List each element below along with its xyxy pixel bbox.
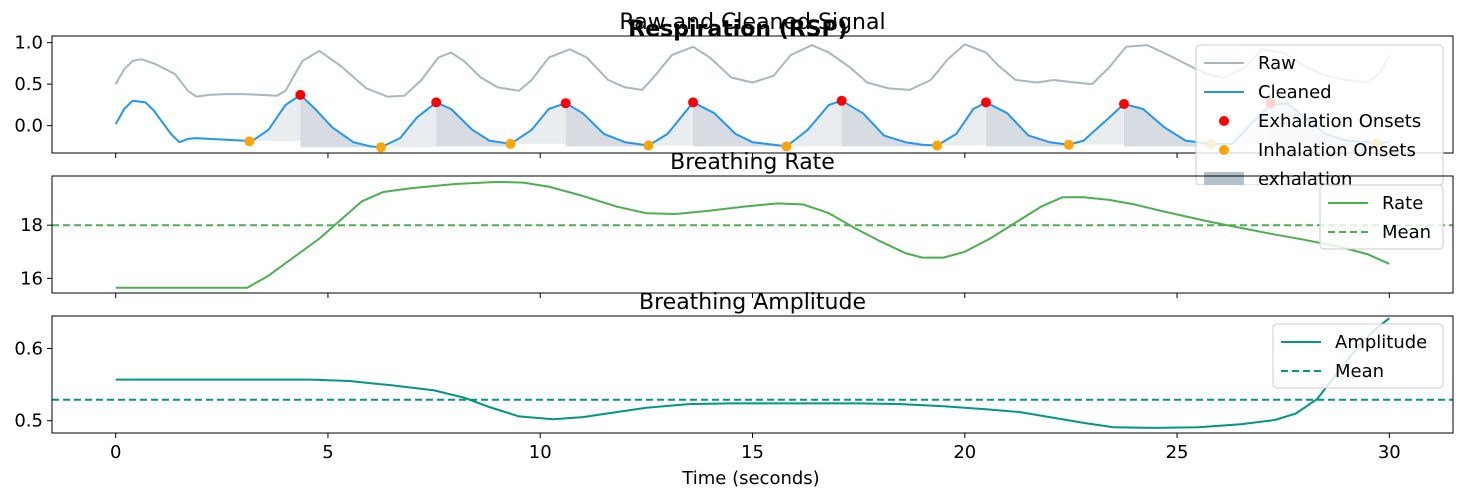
exhalation-onsets-point (836, 95, 847, 106)
legend-label-mean: Mean (1382, 222, 1431, 243)
legend-swatch-inhalation-onsets (1219, 145, 1229, 155)
y-tick-label: 16 (20, 268, 43, 289)
legend: Rate Mean (1319, 184, 1444, 250)
exhalation-region (841, 100, 938, 147)
plot-area (52, 317, 1453, 429)
exhalation-onsets-point (1118, 99, 1129, 110)
y-tick-label: 18 (20, 215, 43, 236)
legend-label-exhalation-onsets: Exhalation Onsets (1258, 111, 1421, 132)
legend-label-raw: Raw (1258, 53, 1296, 74)
legend: Amplitude Mean (1272, 323, 1444, 389)
amplitude-line (115, 317, 1390, 429)
legend-swatch-exhalation-onsets (1219, 116, 1229, 126)
inhalation-region (1068, 104, 1124, 145)
exhalation-region (300, 94, 382, 148)
exhalation-onsets-point (431, 97, 442, 108)
legend-label-amplitude: Amplitude (1335, 332, 1427, 353)
axes-frame (51, 315, 1454, 434)
rate-line (115, 180, 1390, 289)
x-axis-label: Time (seconds) (681, 468, 819, 489)
legend: Raw Cleaned Exhalation Onsets Inhalation On… (1195, 44, 1444, 190)
exhalation-onsets-point (560, 98, 571, 109)
inhalation-onsets-point (505, 138, 516, 149)
panel-title: Breathing Rate (670, 150, 835, 175)
y-tick-label: 0.0 (14, 116, 43, 137)
inhalation-onsets-point (244, 136, 255, 147)
legend-label-inhalation-onsets: Inhalation Onsets (1258, 140, 1416, 161)
x-tick-label: 25 (1166, 442, 1189, 463)
inhalation-onsets-point (376, 142, 387, 153)
inhalation-onsets-point (932, 140, 943, 151)
x-tick-label: 0 (110, 442, 121, 463)
x-tick-label: 5 (322, 442, 333, 463)
exhalation-region (693, 102, 787, 147)
axes-frame (51, 175, 1454, 294)
inhalation-region (249, 94, 301, 142)
y-tick-label: 0.6 (14, 339, 43, 360)
exhalation-onsets-point (981, 97, 991, 108)
x-tick-label: 20 (953, 442, 976, 463)
y-tick-label: 0.5 (14, 411, 43, 432)
raw-line (114, 43, 1391, 98)
legend-label-exhalation: exhalation (1258, 169, 1352, 190)
inhalation-region (648, 102, 694, 146)
x-tick-label: 10 (529, 442, 552, 463)
x-tick-label: 15 (741, 442, 764, 463)
raw-cleaned-signal-panel: 1.0 0.5 0.0 Raw and Cleaned Signal Raw Cleane… (14, 10, 1454, 190)
figure-title: Respiration (RSP) (628, 17, 847, 42)
legend-swatch-exhalation (1204, 172, 1244, 185)
inhalation-onsets-point (781, 141, 792, 152)
exhalation-region (1123, 104, 1212, 147)
inhalation-onsets-point (643, 140, 654, 151)
x-tick-label: 30 (1378, 442, 1401, 463)
legend-label-mean: Mean (1335, 361, 1384, 382)
y-tick-label: 1.0 (14, 33, 43, 54)
exhalation-region (436, 102, 511, 147)
inhalation-region (937, 102, 986, 146)
legend-label-cleaned: Cleaned (1258, 82, 1332, 103)
panel-title: Raw and Cleaned Signal (619, 10, 885, 35)
breathing-rate-panel: 16 18 Breathing Rate Rate Mean (20, 150, 1454, 298)
panel-title: Breathing Amplitude (639, 290, 866, 315)
inhalation-onsets-point (1063, 139, 1074, 150)
plot-area (52, 180, 1453, 289)
y-tick-label: 0.5 (14, 74, 43, 95)
legend-label-rate: Rate (1382, 193, 1423, 214)
exhalation-region (565, 103, 649, 147)
legend-box (1195, 44, 1444, 185)
exhalation-onsets-point (688, 97, 699, 108)
exhalation-onsets-point (295, 89, 306, 100)
breathing-amplitude-panel: 0 5 10 15 20 25 30 0.6 0.5 Breathing Amplitude Amp… (14, 290, 1454, 463)
